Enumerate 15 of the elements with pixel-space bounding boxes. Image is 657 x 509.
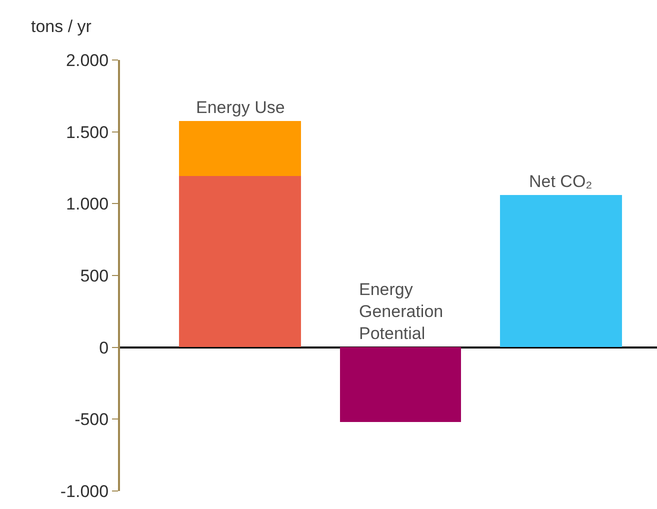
y-tick-label: 500 — [80, 266, 109, 286]
y-tick-label: 2.000 — [66, 50, 109, 70]
bar — [179, 121, 301, 176]
y-tick-label: 1.000 — [66, 194, 109, 214]
y-tick-label: -1.000 — [60, 482, 109, 501]
y-axis-title: tons / yr — [31, 17, 92, 36]
bar — [500, 195, 622, 347]
x-tick-label: Net CO₂ — [529, 172, 592, 191]
x-tick-label: Energy Use — [196, 98, 285, 117]
bar — [179, 176, 301, 347]
y-tick-label: 1.500 — [66, 122, 109, 142]
bar — [340, 347, 461, 422]
x-tick-label: Energy Generation Potential — [359, 280, 444, 344]
y-tick-label: 0 — [99, 338, 109, 358]
y-tick-label: -500 — [74, 410, 109, 430]
